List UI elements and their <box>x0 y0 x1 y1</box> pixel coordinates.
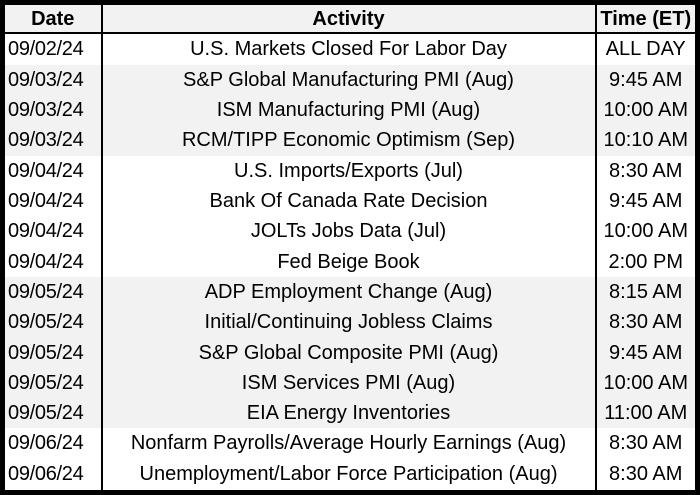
table-row: 09/03/24 ISM Manufacturing PMI (Aug) 10:00… <box>2 94 698 126</box>
table-row: 09/05/24 ISM Services PMI (Aug) 10:00 AM <box>2 367 698 398</box>
time-cell: ALL DAY <box>594 33 698 65</box>
table-row: 09/02/24 U.S. Markets Closed For Labor Da… <box>2 33 698 65</box>
activity-cell: U.S. Imports/Exports (Jul) <box>101 155 596 186</box>
time-cell: 8:30 AM <box>594 458 698 493</box>
time-cell: 10:00 AM <box>594 216 698 247</box>
date-cell: 09/04/24 <box>2 216 103 247</box>
activity-cell: EIA Energy Inventories <box>101 397 596 429</box>
time-cell: 10:00 AM <box>594 94 698 126</box>
date-cell: 09/05/24 <box>2 367 103 398</box>
date-cell: 09/03/24 <box>2 64 103 95</box>
activity-cell: Unemployment/Labor Force Participation (… <box>101 458 596 493</box>
column-header-date: Date <box>2 2 103 34</box>
table-row: 09/05/24 EIA Energy Inventories 11:00 AM <box>2 397 698 429</box>
date-cell: 09/05/24 <box>2 276 103 308</box>
table-row: 09/05/24 ADP Employment Change (Aug) 8:15 … <box>2 276 698 308</box>
time-cell: 10:00 AM <box>594 367 698 398</box>
table-row: 09/04/24 Fed Beige Book 2:00 PM <box>2 246 698 277</box>
activity-cell: Fed Beige Book <box>101 246 596 277</box>
time-cell: 10:10 AM <box>594 125 698 156</box>
activity-cell: ISM Services PMI (Aug) <box>101 367 596 398</box>
activity-cell: Bank Of Canada Rate Decision <box>101 185 596 217</box>
date-cell: 09/04/24 <box>2 246 103 277</box>
date-cell: 09/04/24 <box>2 185 103 217</box>
date-cell: 09/02/24 <box>2 33 103 65</box>
table-row: 09/05/24 Initial/Continuing Jobless Claim… <box>2 307 698 338</box>
activity-cell: ISM Manufacturing PMI (Aug) <box>101 94 596 126</box>
activity-cell: U.S. Markets Closed For Labor Day <box>101 33 596 65</box>
time-cell: 8:15 AM <box>594 276 698 308</box>
table-row: 09/03/24 RCM/TIPP Economic Optimism (Sep)… <box>2 125 698 156</box>
table-row: 09/03/24 S&P Global Manufacturing PMI (Au… <box>2 64 698 95</box>
date-cell: 09/05/24 <box>2 307 103 338</box>
date-cell: 09/04/24 <box>2 155 103 186</box>
table-row: 09/04/24 JOLTs Jobs Data (Jul) 10:00 AM <box>2 216 698 247</box>
column-header-activity: Activity <box>101 2 596 34</box>
time-cell: 8:30 AM <box>594 155 698 186</box>
activity-cell: Nonfarm Payrolls/Average Hourly Earnings… <box>101 428 596 459</box>
date-cell: 09/05/24 <box>2 337 103 368</box>
activity-cell: RCM/TIPP Economic Optimism (Sep) <box>101 125 596 156</box>
table-body: 09/02/24 U.S. Markets Closed For Labor Da… <box>2 33 698 493</box>
activity-cell: JOLTs Jobs Data (Jul) <box>101 216 596 247</box>
table-row: 09/06/24 Unemployment/Labor Force Partici… <box>2 458 698 493</box>
table-row: 09/04/24 Bank Of Canada Rate Decision 9:45… <box>2 185 698 217</box>
column-header-time: Time (ET) <box>594 2 698 34</box>
activity-cell: Initial/Continuing Jobless Claims <box>101 307 596 338</box>
date-cell: 09/06/24 <box>2 428 103 459</box>
time-cell: 9:45 AM <box>594 185 698 217</box>
date-cell: 09/06/24 <box>2 458 103 493</box>
date-cell: 09/05/24 <box>2 397 103 429</box>
time-cell: 9:45 AM <box>594 64 698 95</box>
time-cell: 2:00 PM <box>594 246 698 277</box>
time-cell: 11:00 AM <box>594 397 698 429</box>
time-cell: 8:30 AM <box>594 307 698 338</box>
activity-cell: ADP Employment Change (Aug) <box>101 276 596 308</box>
table-row: 09/06/24 Nonfarm Payrolls/Average Hourly … <box>2 428 698 459</box>
header-row: Date Activity Time (ET) <box>2 2 698 34</box>
time-cell: 9:45 AM <box>594 337 698 368</box>
activity-cell: S&P Global Manufacturing PMI (Aug) <box>101 64 596 95</box>
activity-cell: S&P Global Composite PMI (Aug) <box>101 337 596 368</box>
table-row: 09/04/24 U.S. Imports/Exports (Jul) 8:30 A… <box>2 155 698 186</box>
time-cell: 8:30 AM <box>594 428 698 459</box>
date-cell: 09/03/24 <box>2 125 103 156</box>
date-cell: 09/03/24 <box>2 94 103 126</box>
table-row: 09/05/24 S&P Global Composite PMI (Aug) 9:… <box>2 337 698 368</box>
